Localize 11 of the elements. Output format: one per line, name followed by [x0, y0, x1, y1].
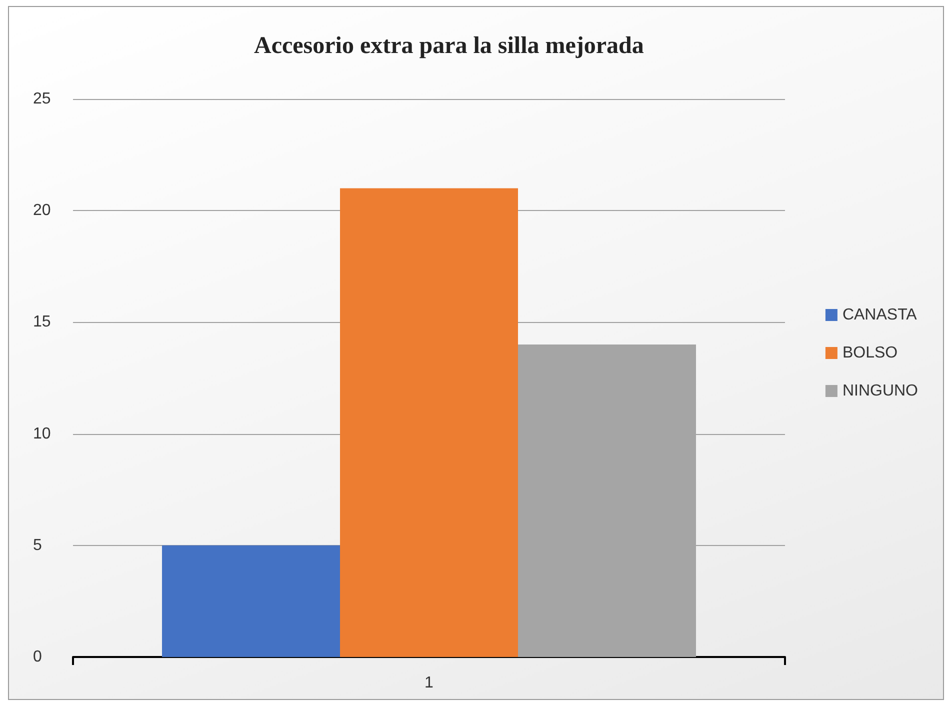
y-tick-label: 10	[33, 425, 51, 442]
chart-title: Accesorio extra para la silla mejorada	[254, 33, 644, 59]
x-tick-label: 1	[424, 674, 434, 692]
legend-label: CANASTA	[842, 306, 918, 324]
y-tick-label: 15	[33, 314, 51, 331]
y-tick-label: 5	[33, 536, 42, 554]
y-tick-label: 20	[33, 202, 51, 220]
legend-label: BOLSO	[842, 344, 898, 362]
legend-label: NINGUNO	[842, 382, 918, 400]
y-tick-label: 25	[33, 90, 51, 108]
y-tick-label: 0	[33, 648, 42, 666]
